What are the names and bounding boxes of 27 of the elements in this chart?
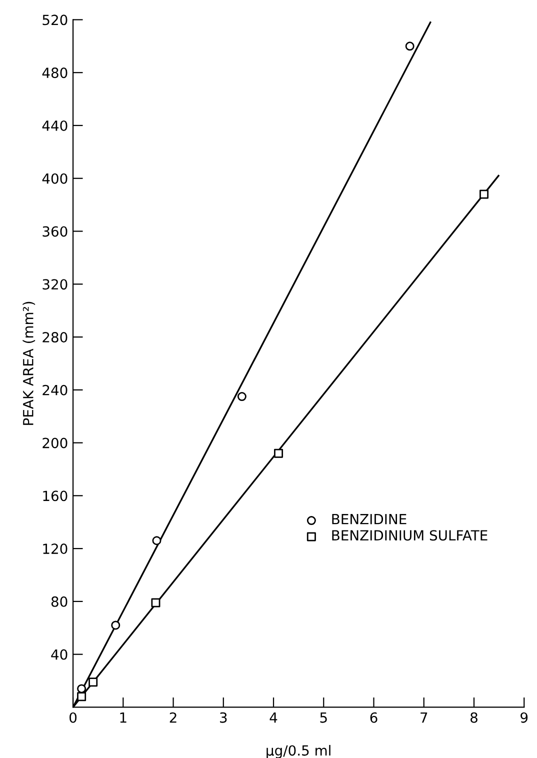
y-axis-title: PEAK AREA (mm²)	[22, 302, 36, 425]
y-tick-label: 440	[42, 120, 68, 131]
x-tick-label: 5	[320, 712, 327, 723]
x-tick-label: 0	[70, 712, 77, 723]
legend-label: BENZIDINIUM SULFATE	[332, 530, 488, 541]
y-tick-label: 200	[42, 438, 68, 448]
x-tick-label: 2	[170, 712, 176, 723]
y-tick-label: 280	[42, 332, 68, 342]
x-tick-label: 3	[220, 712, 227, 723]
x-tick-label: 4	[270, 712, 278, 723]
x-tick-label: 8	[470, 712, 478, 723]
x-tick-label: 1	[120, 712, 126, 723]
x-tick-label: 9	[520, 712, 528, 723]
x-axis-title: μg/0.5 ml	[266, 744, 330, 758]
y-tick-label: 480	[42, 68, 68, 78]
y-tick-label: 320	[42, 279, 68, 290]
x-tick-label: 7	[420, 712, 428, 723]
y-tick-label: 40	[51, 649, 68, 660]
y-tick-label: 80	[51, 596, 68, 607]
y-tick-label: 400	[42, 173, 68, 184]
y-tick-label: 240	[42, 384, 68, 396]
y-tick-label: 120	[43, 544, 68, 554]
y-tick-label: 520	[42, 14, 68, 26]
y-tick-label: 360	[42, 226, 68, 237]
y-tick-label: 160	[43, 490, 68, 502]
legend-label: BENZIDINE	[332, 514, 406, 524]
x-tick-label: 6	[370, 712, 378, 723]
